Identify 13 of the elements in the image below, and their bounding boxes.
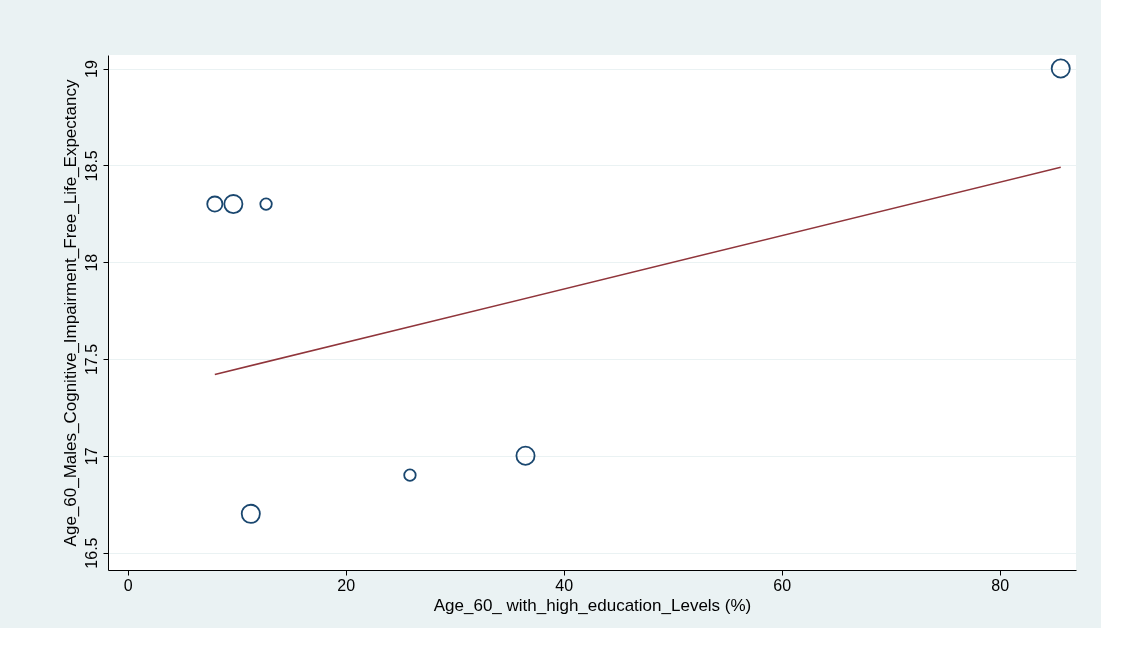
x-tick-label: 20 xyxy=(337,576,356,594)
y-tick-label: 17 xyxy=(82,447,100,466)
x-tick-label: 40 xyxy=(555,576,574,594)
y-tick-label: 19 xyxy=(82,60,100,78)
y-tick-label: 17.5 xyxy=(82,343,100,376)
x-tick-label: 60 xyxy=(773,576,792,594)
y-tick-label: 18 xyxy=(82,253,100,272)
y-tick-label: 18.5 xyxy=(82,150,100,182)
y-axis-title: Age_60_Males_Cognitive_Impairment_Free_Life_Expectancy xyxy=(60,79,80,547)
y-tick-label: 16.5 xyxy=(82,537,100,569)
x-axis-title: Age_60_ with_high_education_Levels (%) xyxy=(433,595,752,615)
x-tick-label: 80 xyxy=(991,576,1010,594)
x-tick-label: 0 xyxy=(123,576,133,594)
